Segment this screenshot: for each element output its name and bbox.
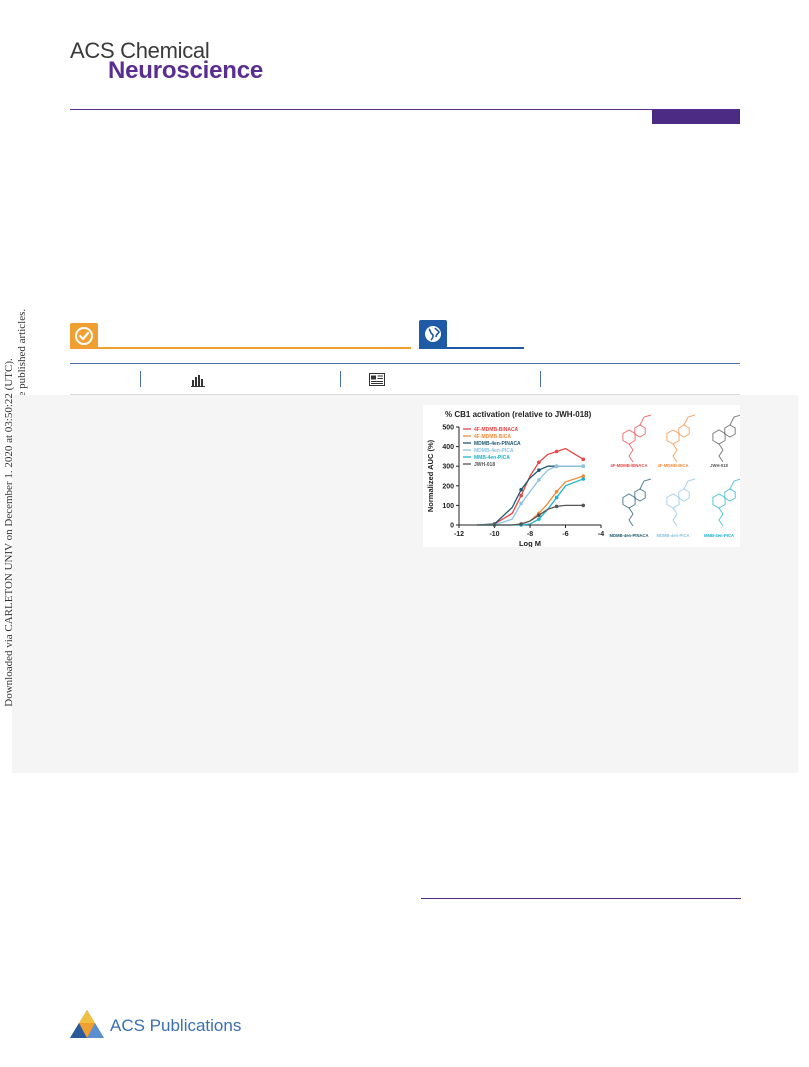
structure-ring [712, 429, 726, 445]
web-bar [419, 347, 524, 349]
data-point [519, 522, 523, 526]
data-point [537, 460, 541, 465]
x-tick-label: -4 [598, 531, 604, 538]
metrics-separator [140, 371, 141, 387]
data-point [537, 478, 541, 482]
x-tick-label: -10 [489, 531, 499, 538]
structure-label: MDMB-4en-PICA [656, 533, 689, 538]
structure-ring [678, 488, 690, 502]
cb1-activation-chart: % CB1 activation (relative to JWH-018) 0 1… [426, 410, 742, 548]
y-tick-label: 300 [442, 464, 454, 471]
data-point [537, 513, 541, 517]
structure-ring [712, 493, 726, 509]
structure-chain [672, 507, 678, 527]
data-point [519, 501, 523, 506]
toc-graphic: % CB1 activation (relative to JWH-018) 0 1… [423, 405, 742, 548]
data-point [537, 468, 541, 472]
data-point [581, 457, 586, 462]
legend-label: MDMB-4en-PINACA [474, 441, 521, 447]
data-point [492, 523, 497, 527]
series-line [476, 475, 584, 526]
structure-ring [666, 493, 680, 509]
metrics-bottom-rule [70, 394, 740, 395]
journal-logo-line1: ACS Chemical [70, 38, 210, 63]
structure-ring [724, 488, 736, 502]
structure-label: 4F-MDMB-BINACA [611, 463, 648, 468]
data-point [519, 493, 523, 498]
structure-chain [729, 478, 742, 490]
structure-chain [718, 507, 724, 527]
metrics-top-rule [70, 363, 740, 364]
x-axis-label: Log M [519, 539, 541, 547]
legend-label: MDMB-4en-PICA [474, 448, 514, 454]
checkmark-badge-icon[interactable] [70, 323, 98, 349]
y-tick-label: 200 [442, 483, 454, 490]
metrics-separator [540, 371, 541, 387]
legend-label: JWH-018 [474, 462, 495, 468]
header-divider [70, 109, 740, 110]
structure-label: MMB-4en-PICA [704, 533, 734, 538]
structure-label: 4F-MDMB-BICA [658, 463, 689, 468]
structure-ring [678, 424, 690, 438]
journal-logo-line2: Neuroscience [108, 57, 264, 84]
data-point [554, 449, 559, 454]
structure-ring [666, 429, 680, 445]
article-icon[interactable] [369, 373, 385, 391]
bar-chart-icon[interactable] [191, 374, 205, 392]
structure-chain [683, 414, 696, 426]
structure-chain [683, 478, 696, 490]
structure-ring [724, 424, 736, 438]
y-tick-label: 400 [442, 444, 454, 451]
structure-chain [639, 478, 652, 490]
series-line [476, 447, 584, 526]
structure-ring [622, 429, 636, 445]
structure-ring [634, 488, 646, 502]
structure-ring [634, 424, 646, 438]
structure-label: JWH-018 [710, 463, 728, 468]
x-tick-label: -12 [454, 531, 464, 538]
y-axis-label: Normalized AUC (%) [426, 439, 435, 512]
data-point [581, 503, 586, 508]
data-point [537, 517, 541, 521]
y-tick-label: 100 [442, 503, 454, 510]
footnote-rule [421, 898, 741, 899]
x-tick-label: -6 [562, 531, 568, 538]
legend-label: 4F-MDMB-BINACA [474, 427, 519, 433]
structure-ring [622, 493, 636, 509]
structure-label: MDMB-4en-PINACA [609, 533, 648, 538]
series-line [476, 465, 584, 526]
structure-chain [729, 414, 742, 426]
globe-icon[interactable] [419, 320, 447, 348]
data-point [581, 477, 586, 481]
data-point [519, 487, 523, 492]
publisher-name: ACS Publications [110, 1016, 242, 1035]
y-tick-label: 0 [450, 523, 454, 530]
structure-chain [628, 443, 634, 463]
header-tab [652, 110, 740, 124]
structure-chain [628, 507, 634, 527]
y-tick-label: 500 [442, 425, 454, 432]
data-point [554, 464, 559, 468]
data-point [581, 464, 586, 468]
data-point [554, 495, 559, 500]
legend-label: 4F-MDMB-BICA [474, 434, 511, 440]
data-point [554, 504, 559, 509]
structure-chain [639, 414, 652, 426]
data-point [554, 489, 559, 494]
series-line [476, 504, 584, 526]
series-line [476, 478, 584, 526]
acs-triangle-logo-icon [68, 1008, 106, 1045]
legend-label: MMB-4en-PICA [474, 455, 510, 461]
structure-chain [672, 443, 678, 463]
structure-chain [718, 443, 724, 463]
x-tick-label: -8 [527, 531, 533, 538]
metrics-separator [340, 371, 341, 387]
data-point [581, 474, 586, 478]
chart-title: % CB1 activation (relative to JWH-018) [445, 410, 592, 419]
open-access-bar [70, 347, 411, 349]
